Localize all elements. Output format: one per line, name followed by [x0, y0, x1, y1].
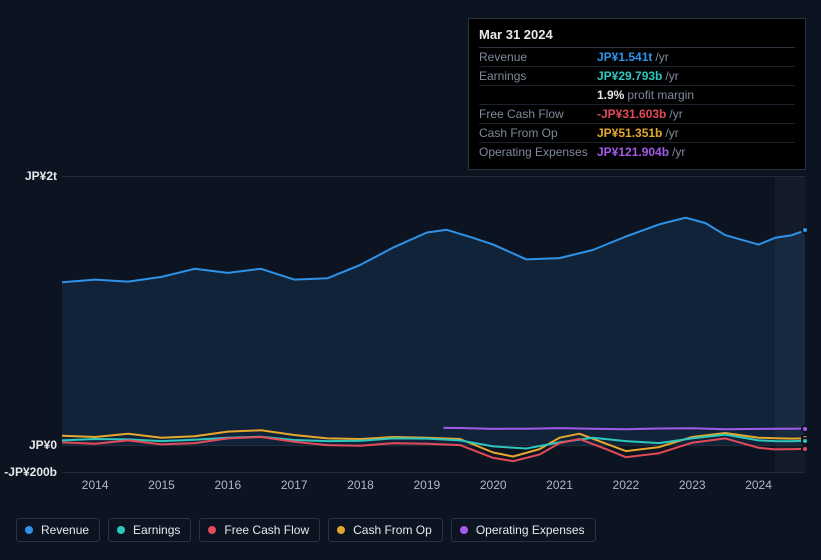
x-axis-label: 2019 — [414, 478, 441, 492]
tooltip-row-suffix: /yr — [665, 126, 678, 140]
series-end-marker — [801, 437, 809, 445]
tooltip-row-value: JP¥29.793b — [597, 69, 662, 83]
chart-lines — [62, 176, 805, 472]
tooltip-row-suffix: /yr — [655, 50, 668, 64]
y-axis-label: JP¥2t — [25, 169, 57, 183]
plot-area[interactable] — [62, 176, 805, 472]
legend-dot-icon — [460, 526, 468, 534]
legend-item[interactable]: Operating Expenses — [451, 518, 596, 542]
tooltip-row-value: 1.9% — [597, 88, 624, 102]
x-axis-label: 2020 — [480, 478, 507, 492]
legend-item[interactable]: Earnings — [108, 518, 191, 542]
legend-dot-icon — [337, 526, 345, 534]
legend-item-label: Operating Expenses — [476, 523, 585, 537]
legend-item-label: Free Cash Flow — [224, 523, 309, 537]
x-axis-label: 2023 — [679, 478, 706, 492]
series-end-marker — [801, 445, 809, 453]
series-area — [62, 218, 805, 445]
tooltip-row-label: Revenue — [479, 50, 597, 64]
tooltip-row-value: JP¥1.541t — [597, 50, 652, 64]
tooltip-row: RevenueJP¥1.541t/yr — [479, 48, 795, 67]
tooltip-row-label: Operating Expenses — [479, 145, 597, 159]
legend-dot-icon — [208, 526, 216, 534]
x-axis-label: 2015 — [148, 478, 175, 492]
y-axis-label: -JP¥200b — [4, 465, 57, 479]
tooltip-row-suffix: /yr — [672, 145, 685, 159]
tooltip-row: Free Cash Flow-JP¥31.603b/yr — [479, 105, 795, 124]
x-axis-label: 2022 — [613, 478, 640, 492]
gridline — [62, 472, 805, 473]
legend-dot-icon — [25, 526, 33, 534]
legend-item[interactable]: Cash From Op — [328, 518, 443, 542]
x-axis-label: 2016 — [214, 478, 241, 492]
x-axis-label: 2024 — [745, 478, 772, 492]
series-end-marker — [801, 226, 809, 234]
legend-item[interactable]: Free Cash Flow — [199, 518, 320, 542]
legend-item-label: Cash From Op — [353, 523, 432, 537]
tooltip-row: Cash From OpJP¥51.351b/yr — [479, 124, 795, 143]
x-axis-label: 2018 — [347, 478, 374, 492]
tooltip-row-label: Free Cash Flow — [479, 107, 597, 121]
tooltip-row-label: Cash From Op — [479, 126, 597, 140]
tooltip-row-suffix: profit margin — [627, 88, 694, 102]
y-axis-label: JP¥0 — [29, 438, 57, 452]
tooltip-row-label: Earnings — [479, 69, 597, 83]
x-axis-label: 2021 — [546, 478, 573, 492]
x-axis-label: 2014 — [82, 478, 109, 492]
series-end-marker — [801, 425, 809, 433]
tooltip-row-suffix: /yr — [665, 69, 678, 83]
legend-dot-icon — [117, 526, 125, 534]
legend-item-label: Earnings — [133, 523, 180, 537]
tooltip-row-value: -JP¥31.603b — [597, 107, 666, 121]
tooltip-date: Mar 31 2024 — [479, 25, 795, 48]
x-axis-label: 2017 — [281, 478, 308, 492]
tooltip-row-suffix: /yr — [669, 107, 682, 121]
tooltip-row: EarningsJP¥29.793b/yr — [479, 67, 795, 86]
chart-legend: Revenue Earnings Free Cash Flow Cash From O… — [16, 518, 596, 542]
tooltip-row-value: JP¥51.351b — [597, 126, 662, 140]
legend-item-label: Revenue — [41, 523, 89, 537]
legend-item[interactable]: Revenue — [16, 518, 100, 542]
financials-chart: JP¥2tJP¥0-JP¥200b20142015201620172018201… — [16, 160, 805, 505]
tooltip-row: 1.9%profit margin — [479, 86, 795, 105]
data-tooltip: Mar 31 2024 RevenueJP¥1.541t/yrEarningsJ… — [468, 18, 806, 170]
tooltip-row-value: JP¥121.904b — [597, 145, 669, 159]
tooltip-row: Operating ExpensesJP¥121.904b/yr — [479, 143, 795, 161]
